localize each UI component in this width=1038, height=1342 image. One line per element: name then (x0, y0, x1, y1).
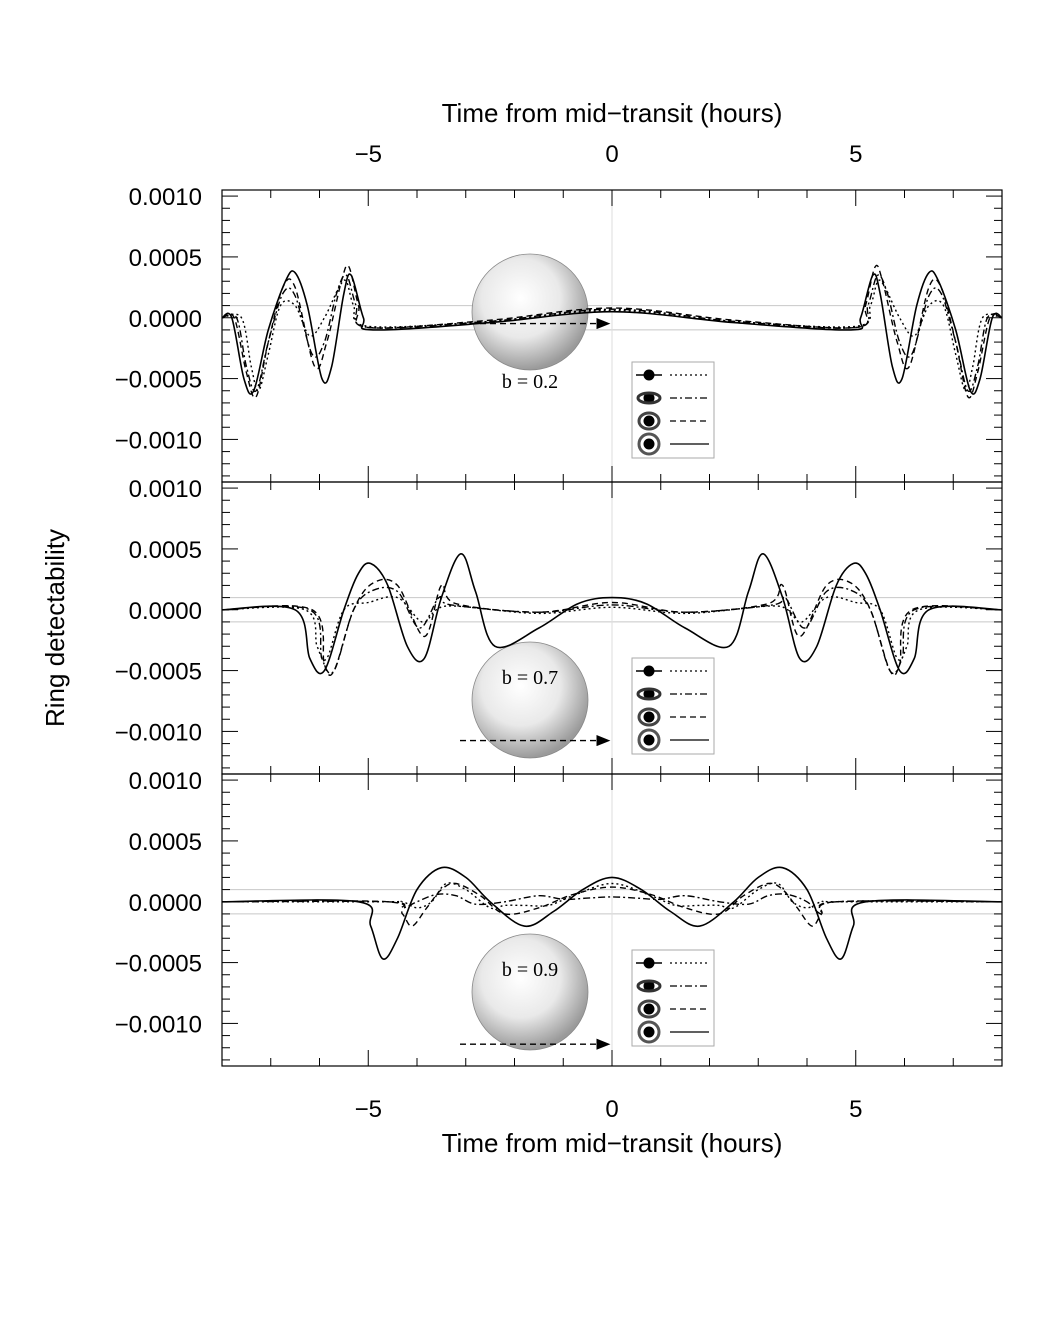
ring-circle (637, 432, 661, 456)
x-tick-label-top: −5 (355, 141, 382, 168)
impact-parameter-label: b = 0.7 (502, 667, 558, 689)
impact-parameter-label: b = 0.9 (502, 959, 558, 981)
series-line-dash-dot (222, 893, 1002, 915)
legend-entry (637, 1020, 709, 1044)
y-tick-label: 0.0005 (129, 537, 202, 564)
y-tick-label: −0.0010 (115, 427, 202, 454)
planet-disk (643, 1003, 655, 1015)
legend-entry (637, 411, 709, 431)
legend-entry (636, 687, 709, 701)
planet-disk (643, 688, 655, 700)
y-tick-label: −0.0005 (115, 659, 202, 686)
planet-disk (643, 1026, 655, 1038)
y-axis-title: Ring detectability (40, 529, 70, 727)
series-line-dashed (222, 882, 1002, 927)
ring-ellipse (636, 391, 662, 405)
y-tick-label: 0.0000 (129, 890, 202, 917)
series-line-dotted (222, 882, 1002, 910)
y-tick-label: 0.0000 (129, 306, 202, 333)
star-disk (471, 641, 589, 759)
y-tick-label: 0.0005 (129, 245, 202, 272)
y-tick-label: 0.0010 (129, 476, 202, 503)
planet-disk (643, 415, 655, 427)
impact-parameter-label: b = 0.2 (502, 371, 558, 393)
x-tick-label-top: 5 (849, 141, 862, 168)
x-tick-label-bottom: 5 (849, 1096, 862, 1123)
legend-entry (636, 979, 709, 993)
panel-1: −0.0010 −0.0005 0.0000 0.0005 0.0010 b = 0.2 (115, 184, 1003, 483)
planet-disk (643, 980, 655, 992)
ring-ellipse (636, 687, 662, 701)
series-line-dash-dot (222, 274, 1002, 393)
y-tick-label: 0.0005 (129, 829, 202, 856)
legend-entry (637, 707, 709, 727)
y-tick-label: −0.0005 (115, 367, 202, 394)
y-tick-label: −0.0005 (115, 951, 202, 978)
x-tick-label-top: 0 (605, 141, 618, 168)
series-line-solid (222, 553, 1002, 675)
planet-disk (643, 438, 655, 450)
series-line-dotted (222, 279, 1002, 392)
legend-entry (637, 999, 709, 1019)
legend-entry (636, 665, 709, 677)
legend-entry (636, 369, 709, 381)
y-tick-label: 0.0000 (129, 598, 202, 625)
ring-circle (637, 728, 661, 752)
ring-ellipse (637, 999, 661, 1019)
panels-group: −5 0 5 −5 0 5 −0.0010 −0.0005 0.0000 0.0005 0.0010… (115, 141, 1003, 1123)
legend-entry (637, 432, 709, 456)
ring-ellipse (637, 707, 661, 727)
x-axis-title-top: Time from mid−transit (hours) (442, 98, 783, 128)
series-line-dashed (222, 578, 1002, 677)
y-tick-label: −0.0010 (115, 1011, 202, 1038)
ring-ellipse (637, 411, 661, 431)
planet-disk (643, 711, 655, 723)
x-tick-label-bottom: 0 (605, 1096, 618, 1123)
x-tick-label-bottom: −5 (355, 1096, 382, 1123)
planet-disk (643, 734, 655, 746)
y-tick-label: 0.0010 (129, 184, 202, 211)
series-line-solid (222, 866, 1002, 960)
ring-circle (637, 1020, 661, 1044)
y-tick-label: 0.0010 (129, 768, 202, 795)
panel-2: −0.0010 −0.0005 0.0000 0.0005 0.0010 b = 0.7 (115, 476, 1003, 775)
panel-3: −0.0010 −0.0005 0.0000 0.0005 0.0010 b = 0.9 (115, 768, 1003, 1067)
series-line-solid (222, 270, 1002, 395)
x-axis-title-bottom: Time from mid−transit (hours) (442, 1128, 783, 1158)
ring-ellipse (636, 979, 662, 993)
planet-disk (643, 392, 655, 404)
legend-entry (637, 728, 709, 752)
legend-entry (636, 957, 709, 969)
y-tick-label: −0.0010 (115, 719, 202, 746)
star-disk (471, 933, 589, 1051)
legend-entry (636, 391, 709, 405)
